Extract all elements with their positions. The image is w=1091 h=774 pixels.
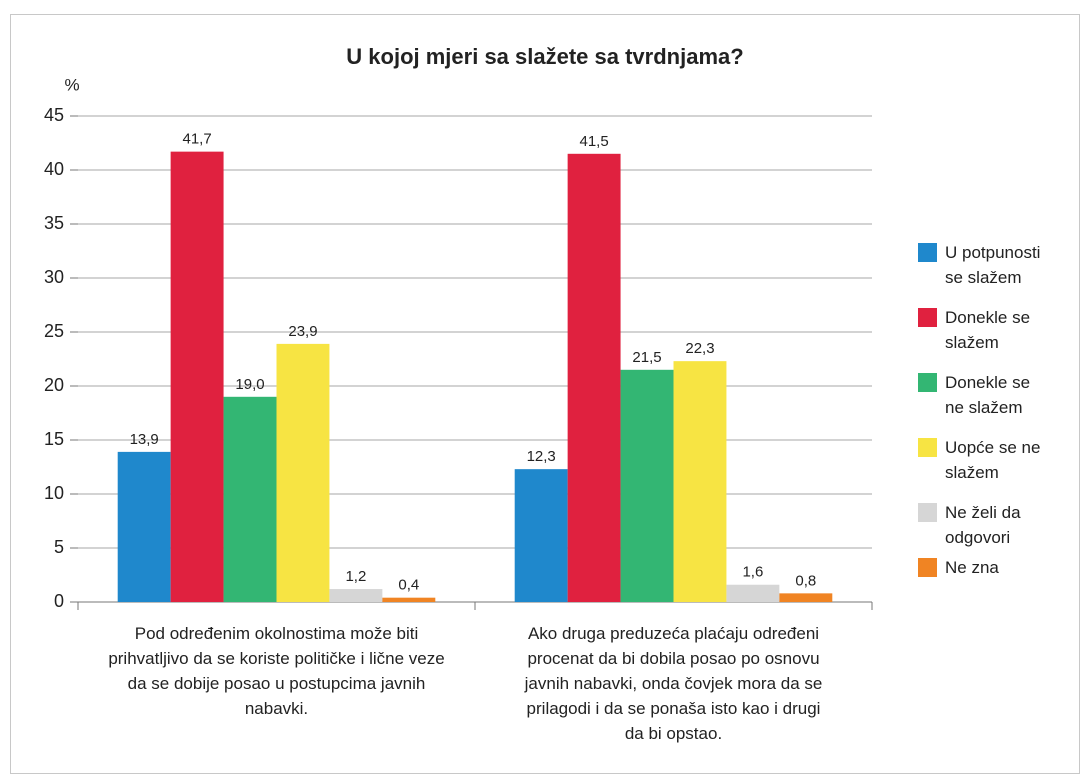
- value-label: 12,3: [527, 448, 556, 465]
- legend-item: Ne želi da odgovori: [918, 500, 1045, 550]
- bar: [117, 451, 171, 602]
- legend-item: U potpunosti se slažem: [918, 240, 1045, 290]
- y-tick-label: 40: [44, 159, 64, 179]
- legend-swatch: [918, 308, 937, 327]
- value-label: 23,9: [288, 323, 317, 340]
- y-tick-label: 45: [44, 105, 64, 125]
- value-label: 13,9: [130, 431, 159, 448]
- y-axis-label: %: [64, 75, 79, 94]
- legend-swatch: [918, 438, 937, 457]
- legend-item: Ne zna: [918, 555, 1045, 580]
- bar: [567, 153, 621, 603]
- legend-swatch: [918, 503, 937, 522]
- bar: [170, 151, 224, 602]
- value-label: 1,2: [345, 568, 366, 585]
- x-tick-label: Pod određenim okolnostima može biti prih…: [108, 624, 445, 718]
- legend-item: Uopće se ne slažem: [918, 435, 1045, 485]
- legend-label: Uopće se ne slažem: [945, 438, 1041, 482]
- legend-swatch: [918, 558, 937, 577]
- legend-item: Donekle se slažem: [918, 305, 1045, 355]
- bar: [223, 396, 277, 602]
- value-label: 41,5: [579, 133, 608, 150]
- bar: [726, 584, 780, 602]
- bar: [382, 597, 436, 602]
- legend-label: Donekle se ne slažem: [945, 373, 1031, 417]
- bar: [329, 589, 383, 602]
- x-tick-label: Ako druga preduzeća plaćaju određeni pro…: [524, 624, 823, 743]
- y-tick-label: 20: [44, 375, 64, 395]
- bar: [620, 369, 674, 602]
- value-label: 0,8: [795, 572, 816, 589]
- y-tick-label: 10: [44, 483, 64, 503]
- bar: [276, 343, 330, 602]
- legend-label: U potpunosti se slažem: [945, 243, 1041, 287]
- value-label: 19,0: [235, 376, 264, 393]
- value-label: 22,3: [685, 340, 714, 357]
- value-label: 41,7: [182, 131, 211, 148]
- legend-label: Donekle se slažem: [945, 308, 1031, 352]
- y-tick-label: 0: [54, 591, 64, 611]
- value-label: 0,4: [398, 577, 419, 594]
- legend-label: Ne želi da odgovori: [945, 503, 1021, 547]
- y-tick-label: 30: [44, 267, 64, 287]
- bar: [779, 593, 833, 602]
- legend-item: Donekle se ne slažem: [918, 370, 1045, 420]
- legend-swatch: [918, 243, 937, 262]
- bar: [673, 361, 727, 602]
- legend-label: Ne zna: [945, 558, 999, 577]
- y-tick-label: 25: [44, 321, 64, 341]
- value-label: 1,6: [742, 564, 763, 581]
- bar: [514, 469, 568, 602]
- y-tick-label: 15: [44, 429, 64, 449]
- legend-swatch: [918, 373, 937, 392]
- y-tick-label: 35: [44, 213, 64, 233]
- chart-title: U kojoj mjeri sa slažete sa tvrdnjama?: [346, 44, 743, 69]
- y-tick-label: 5: [54, 537, 64, 557]
- value-label: 21,5: [632, 349, 661, 366]
